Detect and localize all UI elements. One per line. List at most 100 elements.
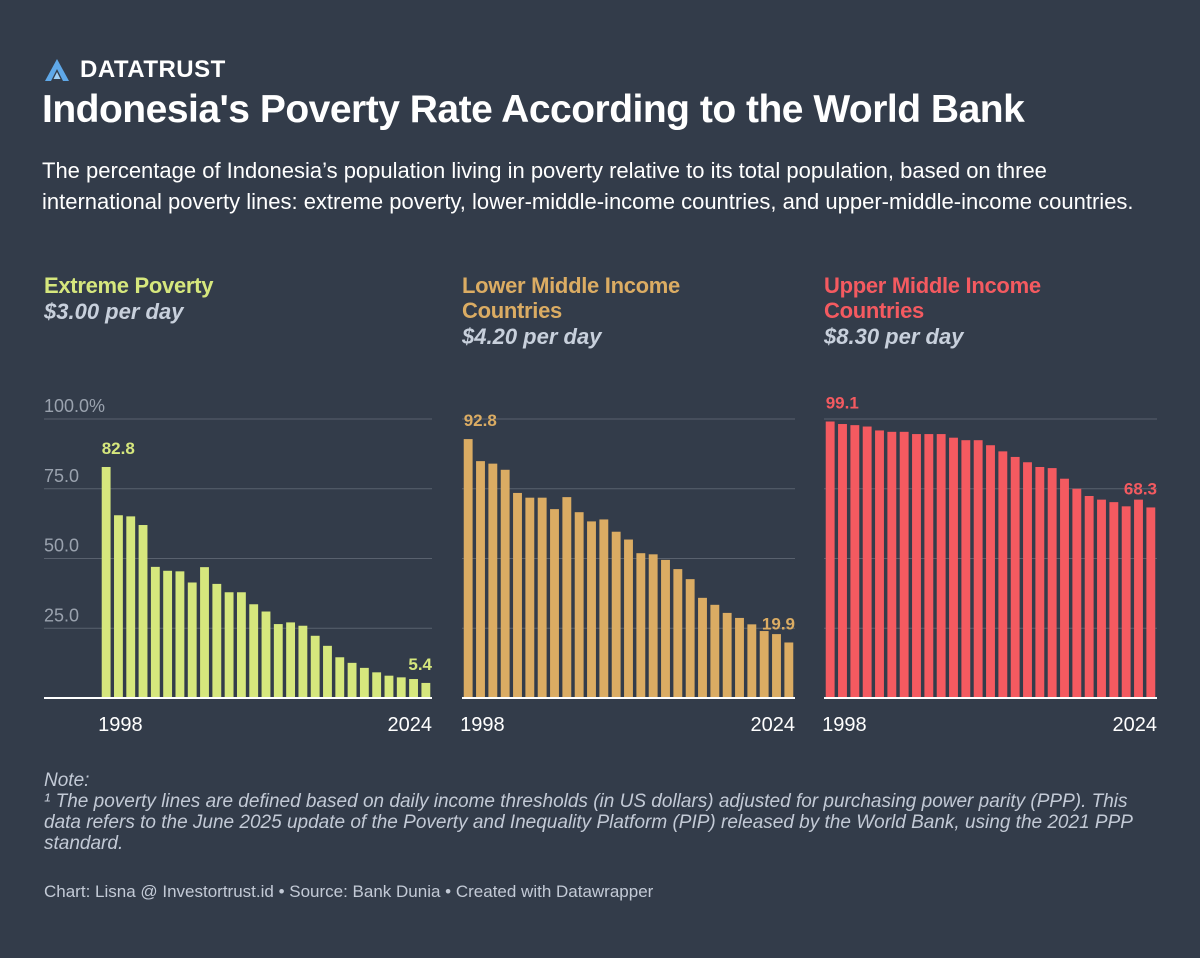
brand: DATATRUST	[44, 56, 226, 84]
bar-extreme-poverty-2016	[323, 645, 332, 698]
bar-lower-middle-income-countries-2018	[710, 604, 720, 698]
bar-lower-middle-income-countries-2000	[488, 463, 498, 698]
bar-lower-middle-income-countries-2011	[624, 539, 633, 698]
bar-upper-middle-income-countries-2012	[998, 451, 1008, 698]
bar-extreme-poverty-2002	[150, 566, 160, 698]
bar-upper-middle-income-countries-2008	[949, 437, 958, 698]
bar-lower-middle-income-countries-2005	[550, 509, 559, 698]
bar-upper-middle-income-countries-2004	[899, 431, 909, 698]
data-label: 5.4	[408, 655, 432, 674]
bar-upper-middle-income-countries-2013	[1010, 456, 1020, 698]
bar-extreme-poverty-1999	[114, 515, 123, 698]
data-label: 68.3	[1124, 479, 1157, 498]
bar-extreme-poverty-2007	[212, 583, 222, 698]
panel-header-upper-middle: Upper Middle Income Countries $8.30 per …	[824, 273, 1124, 350]
bar-extreme-poverty-2008	[224, 592, 234, 698]
bar-extreme-poverty-1998	[101, 466, 111, 698]
bar-extreme-poverty-2013	[286, 622, 296, 698]
bar-upper-middle-income-countries-2017	[1060, 478, 1069, 698]
bar-lower-middle-income-countries-2014	[661, 559, 670, 698]
bar-extreme-poverty-2003	[163, 570, 173, 698]
bar-upper-middle-income-countries-2022	[1121, 506, 1131, 698]
brand-name: DATATRUST	[80, 56, 226, 83]
bar-extreme-poverty-2000	[126, 516, 136, 698]
bar-extreme-poverty-2015	[310, 635, 320, 698]
x-tick-label: 2024	[751, 714, 796, 736]
bar-extreme-poverty-2018	[347, 662, 357, 698]
bar-lower-middle-income-countries-2006	[562, 497, 572, 698]
bar-lower-middle-income-countries-2010	[611, 531, 621, 698]
y-tick-label: 75.0	[44, 466, 79, 486]
bar-lower-middle-income-countries-2020	[735, 617, 744, 698]
a-triangle-logo-icon	[45, 59, 69, 81]
bar-lower-middle-income-countries-2024	[784, 642, 794, 698]
bar-extreme-poverty-2019	[359, 667, 369, 698]
bar-upper-middle-income-countries-1998	[825, 421, 835, 698]
bar-lower-middle-income-countries-2017	[698, 597, 707, 698]
bar-lower-middle-income-countries-2009	[599, 519, 609, 698]
bar-extreme-poverty-2001	[138, 525, 148, 698]
bar-extreme-poverty-2023	[409, 679, 418, 698]
bar-extreme-poverty-2020	[372, 672, 382, 698]
panel-subtitle: $8.30 per day	[824, 324, 964, 349]
x-tick-label: 2024	[388, 714, 433, 736]
data-label: 99.1	[826, 394, 859, 413]
bar-upper-middle-income-countries-2005	[912, 434, 921, 698]
bar-upper-middle-income-countries-2006	[924, 434, 934, 698]
bar-lower-middle-income-countries-2008	[587, 521, 596, 698]
y-tick-label: 100.0%	[44, 396, 105, 416]
bar-lower-middle-income-countries-2002	[513, 492, 522, 698]
x-tick-label: 1998	[98, 714, 143, 736]
bar-lower-middle-income-countries-2013	[648, 554, 658, 698]
bar-lower-middle-income-countries-2004	[537, 497, 547, 698]
bar-upper-middle-income-countries-2019	[1084, 496, 1094, 698]
bar-extreme-poverty-2005	[187, 582, 197, 698]
panel-title: Extreme Poverty	[44, 273, 214, 298]
panel-header-extreme: Extreme Poverty $3.00 per day	[44, 273, 374, 325]
panel-title: Upper Middle Income Countries	[824, 273, 1041, 323]
bar-extreme-poverty-2022	[396, 677, 406, 698]
panel-title: Lower Middle Income Countries	[462, 273, 680, 323]
bar-lower-middle-income-countries-2003	[525, 497, 535, 698]
data-label: 92.8	[464, 411, 497, 430]
bar-lower-middle-income-countries-2012	[636, 553, 646, 698]
bar-extreme-poverty-2012	[273, 624, 283, 698]
bar-upper-middle-income-countries-2020	[1097, 499, 1106, 698]
bar-upper-middle-income-countries-2007	[936, 434, 946, 698]
bar-lower-middle-income-countries-2016	[685, 579, 695, 698]
bar-upper-middle-income-countries-2014	[1023, 462, 1032, 698]
bar-upper-middle-income-countries-2024	[1146, 507, 1156, 698]
bar-lower-middle-income-countries-2007	[574, 512, 584, 698]
bar-extreme-poverty-2017	[335, 657, 345, 698]
x-tick-label: 1998	[822, 714, 867, 736]
bar-lower-middle-income-countries-2023	[772, 634, 781, 698]
note-text: ¹ The poverty lines are defined based on…	[44, 791, 1133, 854]
bar-upper-middle-income-countries-2009	[961, 440, 971, 698]
bar-lower-middle-income-countries-2021	[747, 624, 757, 698]
y-tick-label: 50.0	[44, 536, 79, 556]
bar-extreme-poverty-2024	[421, 682, 431, 698]
bar-upper-middle-income-countries-2010	[973, 440, 983, 698]
bar-extreme-poverty-2009	[236, 592, 246, 698]
bar-upper-middle-income-countries-2000	[850, 425, 860, 698]
bar-upper-middle-income-countries-2003	[887, 431, 897, 698]
bar-extreme-poverty-2006	[200, 567, 209, 698]
y-tick-label: 25.0	[44, 605, 79, 625]
bar-upper-middle-income-countries-2015	[1035, 466, 1045, 698]
bar-upper-middle-income-countries-2016	[1047, 468, 1057, 698]
bar-lower-middle-income-countries-2022	[759, 631, 769, 698]
bar-extreme-poverty-2004	[175, 571, 185, 698]
bar-lower-middle-income-countries-1999	[476, 461, 485, 698]
panel-subtitle: $4.20 per day	[462, 324, 602, 349]
note: Note: ¹ The poverty lines are defined ba…	[44, 770, 1164, 854]
data-label: 19.9	[762, 614, 795, 633]
bar-extreme-poverty-2014	[298, 625, 308, 698]
bar-extreme-poverty-2010	[249, 604, 259, 698]
note-heading: Note:	[44, 770, 90, 791]
chart-title: Indonesia's Poverty Rate According to th…	[42, 88, 1025, 131]
bar-upper-middle-income-countries-2023	[1134, 499, 1143, 698]
bar-upper-middle-income-countries-2021	[1109, 502, 1119, 698]
bar-extreme-poverty-2011	[261, 611, 271, 698]
bar-lower-middle-income-countries-2015	[673, 569, 683, 698]
